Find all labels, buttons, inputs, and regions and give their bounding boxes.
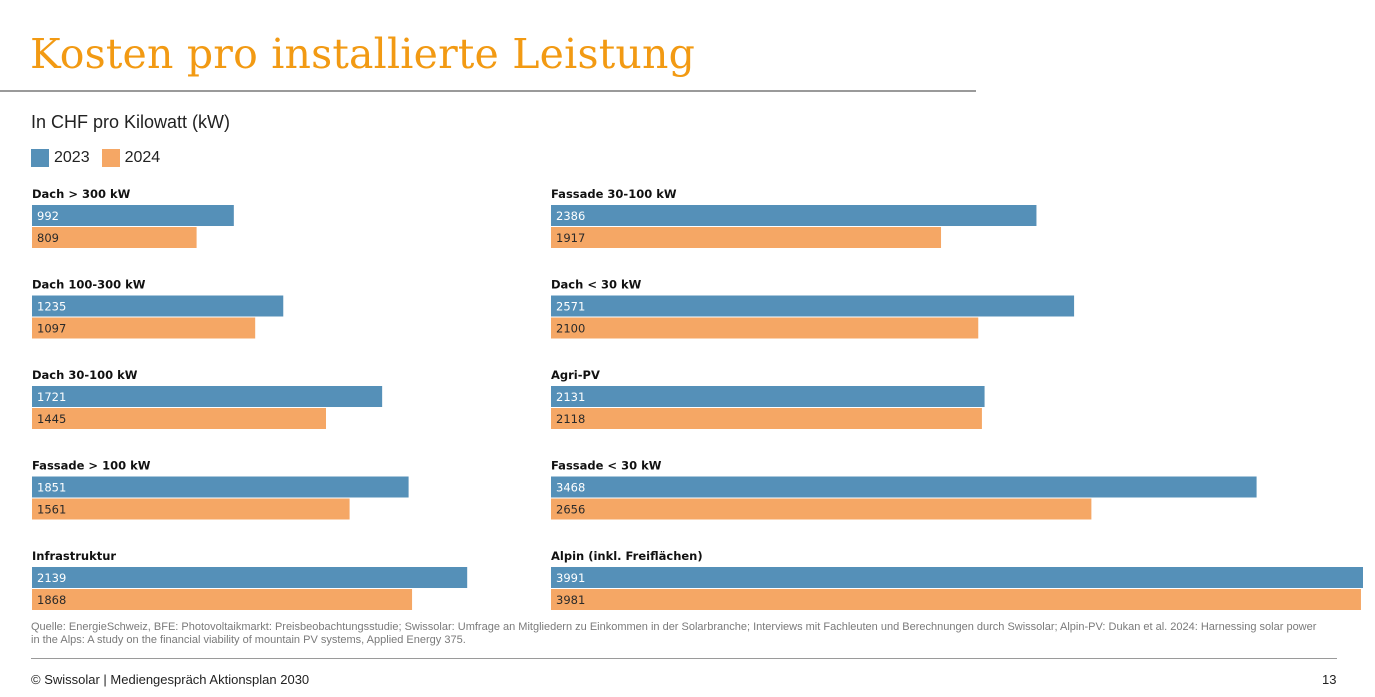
- footer-divider: [31, 658, 1337, 659]
- category-label-dach-30-100-kw: Dach 30-100 kW: [32, 368, 138, 382]
- chart-subtitle: In CHF pro Kilowatt (kW): [31, 112, 231, 132]
- category-label-fassade-100-kw: Fassade > 100 kW: [32, 459, 151, 473]
- bar-fassade-30-100-kw-2024: [551, 227, 942, 248]
- bar-dach-300-kw-2024: [32, 227, 197, 248]
- value-label-fassade-30-kw-2023: 3468: [556, 481, 585, 495]
- value-label-fassade-100-kw-2023: 1851: [37, 481, 66, 495]
- value-label-dach-30-kw-2023: 2571: [556, 300, 585, 314]
- legend-item-2024: 2024: [101, 149, 161, 167]
- value-label-dach-100-300-kw-2023: 1235: [37, 300, 66, 314]
- value-label-infrastruktur-2023: 2139: [37, 571, 66, 585]
- value-label-agri-pv-2024: 2118: [556, 412, 585, 426]
- category-label-fassade-30-100-kw: Fassade 30-100 kW: [551, 187, 677, 201]
- category-label-dach-30-kw: Dach < 30 kW: [551, 278, 642, 292]
- bar-dach-300-kw-2023: [32, 205, 234, 226]
- footer-copyright: © Swissolar | Mediengespräch Aktionsplan…: [31, 672, 310, 687]
- bar-alpin-inkl-freifl-chen-2023: [551, 567, 1363, 588]
- value-label-dach-30-kw-2024: 2100: [556, 322, 585, 336]
- bar-infrastruktur-2023: [32, 567, 468, 588]
- value-label-fassade-30-100-kw-2024: 1917: [556, 231, 585, 245]
- category-label-fassade-30-kw: Fassade < 30 kW: [551, 459, 662, 473]
- bar-dach-100-300-kw-2024: [32, 317, 256, 339]
- page-number: 13: [1322, 672, 1337, 687]
- chart-legend: 2023 2024: [31, 149, 172, 167]
- source-note: Quelle: EnergieSchweiz, BFE: Photovoltai…: [31, 621, 1317, 646]
- bar-fassade-100-kw-2024: [32, 498, 350, 520]
- legend-swatch-2023: [31, 149, 49, 167]
- value-label-alpin-inkl-freifl-chen-2024: 3981: [556, 593, 585, 607]
- bar-fassade-100-kw-2023: [32, 476, 409, 498]
- category-label-infrastruktur: Infrastruktur: [32, 549, 116, 563]
- category-label-alpin-inkl-freifl-chen: Alpin (inkl. Freiflächen): [551, 549, 703, 563]
- bar-fassade-30-100-kw-2023: [551, 205, 1037, 226]
- value-label-fassade-30-kw-2024: 2656: [556, 503, 585, 517]
- bar-dach-100-300-kw-2023: [32, 295, 284, 317]
- value-label-dach-30-100-kw-2023: 1721: [37, 390, 66, 404]
- value-label-alpin-inkl-freifl-chen-2023: 3991: [556, 571, 585, 585]
- value-label-agri-pv-2023: 2131: [556, 390, 585, 404]
- title-divider: [0, 90, 976, 92]
- bar-agri-pv-2024: [551, 408, 982, 429]
- category-label-dach-300-kw: Dach > 300 kW: [32, 187, 131, 201]
- category-label-dach-100-300-kw: Dach 100-300 kW: [32, 278, 146, 292]
- value-label-infrastruktur-2024: 1868: [37, 593, 66, 607]
- bar-fassade-30-kw-2023: [551, 476, 1257, 498]
- value-label-dach-300-kw-2023: 992: [37, 209, 59, 223]
- legend-item-2023: 2023: [31, 149, 90, 167]
- legend-label-2023: 2023: [54, 149, 90, 166]
- value-label-fassade-100-kw-2024: 1561: [37, 503, 66, 517]
- value-label-dach-100-300-kw-2024: 1097: [37, 322, 66, 336]
- bar-alpin-inkl-freifl-chen-2024: [551, 589, 1361, 610]
- category-label-agri-pv: Agri-PV: [551, 368, 600, 382]
- bar-fassade-30-kw-2024: [551, 498, 1092, 520]
- bar-dach-30-kw-2023: [551, 295, 1075, 317]
- legend-label-2024: 2024: [124, 149, 161, 166]
- bar-dach-30-kw-2024: [551, 317, 979, 339]
- value-label-dach-30-100-kw-2024: 1445: [37, 412, 66, 426]
- bar-infrastruktur-2024: [32, 589, 413, 610]
- page-title: Kosten pro installierte Leistung: [30, 30, 696, 78]
- bar-dach-30-100-kw-2023: [32, 386, 383, 407]
- value-label-fassade-30-100-kw-2023: 2386: [556, 209, 585, 223]
- bar-dach-30-100-kw-2024: [32, 408, 326, 429]
- legend-swatch-2024: [101, 149, 120, 167]
- value-label-dach-300-kw-2024: 809: [37, 231, 59, 245]
- bar-agri-pv-2023: [551, 386, 985, 407]
